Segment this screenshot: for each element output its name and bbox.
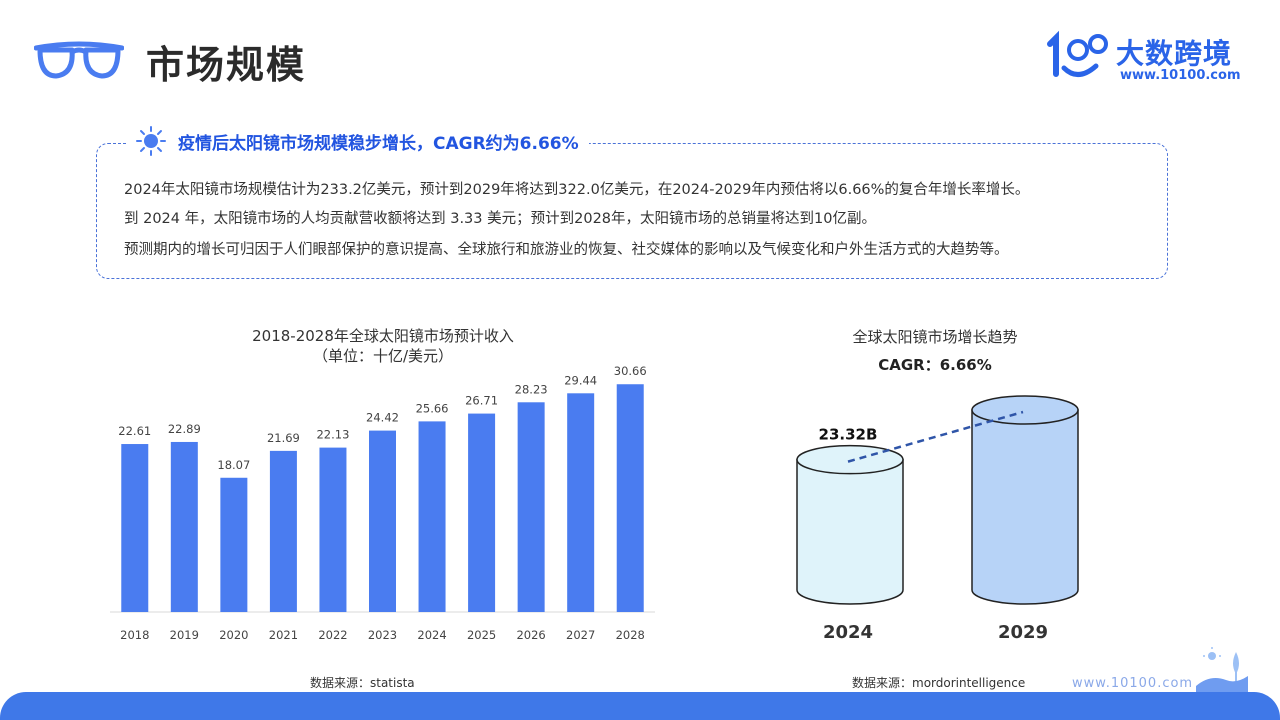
bar-value-label: 29.44 (564, 373, 597, 387)
x-tick-label: 2022 (318, 628, 347, 642)
bar (517, 402, 545, 612)
cylinder-chart-source: 数据来源：mordorintelligence (852, 676, 1026, 690)
header: 市场规模 大数跨境 www.10100.com (0, 0, 1280, 100)
x-tick-label: 2023 (368, 628, 397, 642)
summary-line: 预测期内的增长可归因于人们眼部保护的意识提高、全球旅行和旅游业的恢复、社交媒体的… (124, 242, 1009, 258)
x-tick-label: 2021 (269, 628, 298, 642)
sun-icon (136, 126, 166, 156)
bar-chart-title: 2018-2028年全球太阳镜市场预计收入 (252, 327, 514, 345)
page-title: 市场规模 (146, 43, 307, 87)
x-tick-label: 2019 (170, 628, 199, 642)
bar (369, 430, 396, 612)
summary-box (96, 143, 1168, 279)
bar-value-label: 18.07 (217, 458, 250, 472)
cylinder-top (971, 395, 1079, 425)
logo-mark-icon (1047, 30, 1108, 77)
x-tick-label: 2020 (219, 628, 248, 642)
bar (121, 444, 149, 612)
bar-value-label: 26.71 (465, 394, 498, 408)
bar-value-label: 24.42 (366, 411, 399, 425)
bar-chart-source: 数据来源：statista (310, 676, 415, 690)
cylinder-body (796, 458, 904, 605)
x-tick-label: 2028 (616, 628, 645, 642)
x-tick-label: 2026 (516, 628, 545, 642)
bar (418, 421, 446, 612)
summary-line: 到 2024 年，太阳镜市场的人均贡献营收额将达到 3.33 美元；预计到202… (124, 211, 876, 227)
bar-value-label: 22.89 (168, 422, 201, 436)
logo-url: www.10100.com (1120, 68, 1241, 83)
brand-logo[interactable]: 大数跨境 www.10100.com (1044, 30, 1249, 86)
cylinder-value-label: 32.20B (994, 390, 1053, 394)
bar-value-label: 25.66 (416, 401, 449, 415)
cylinder (971, 395, 1079, 605)
bar (616, 384, 644, 612)
summary-line: 2024年太阳镜市场规模估计为233.2亿美元，预计到2029年将达到322.0… (124, 182, 1030, 198)
glasses-icon (34, 41, 124, 79)
bar-value-label: 22.13 (316, 428, 349, 442)
bar-value-label: 22.61 (118, 424, 151, 438)
growth-cylinder-chart: 23.32B 2024 32.20B 2029 (796, 390, 1079, 643)
bar-chart-subtitle: （单位：十亿/美元） (312, 347, 454, 365)
bar (220, 477, 248, 612)
x-tick-label: 2029 (998, 622, 1048, 643)
landscape-decoration-icon (1196, 647, 1248, 692)
revenue-bar-chart: 22.61 2018 22.89 2019 18.07 2020 21.69 2021 22.1… (110, 364, 655, 642)
x-tick-label: 2024 (417, 628, 446, 642)
summary-heading: 疫情后太阳镜市场规模稳步增长，CAGR约为6.66% (128, 126, 589, 156)
x-tick-label: 2027 (566, 628, 595, 642)
bar-chart-title-block: 2018-2028年全球太阳镜市场预计收入 （单位：十亿/美元） (238, 326, 528, 366)
cylinder-chart-title: 全球太阳镜市场增长趋势 (852, 328, 1018, 346)
bar-value-label: 28.23 (515, 382, 548, 396)
trend-line (847, 410, 1024, 463)
summary-title: 疫情后太阳镜市场规模稳步增长，CAGR约为6.66% (178, 133, 579, 154)
cylinder-body (971, 409, 1079, 605)
bar-value-label: 30.66 (614, 364, 647, 378)
bar (468, 413, 496, 612)
bar (170, 441, 198, 612)
logo-name: 大数跨境 (1116, 37, 1233, 70)
bar-value-label: 21.69 (267, 431, 300, 445)
x-tick-label: 2018 (120, 628, 149, 642)
bar (319, 447, 347, 612)
x-tick-label: 2024 (823, 622, 873, 643)
x-tick-label: 2025 (467, 628, 496, 642)
cylinder-chart-cagr: CAGR：6.66% (878, 356, 992, 374)
bar (269, 450, 297, 612)
footer-url[interactable]: www.10100.com (1072, 676, 1194, 691)
cylinder-value-label: 23.32B (819, 426, 878, 444)
cylinder (796, 444, 904, 605)
bottom-band (0, 692, 1280, 720)
bar (567, 393, 595, 612)
